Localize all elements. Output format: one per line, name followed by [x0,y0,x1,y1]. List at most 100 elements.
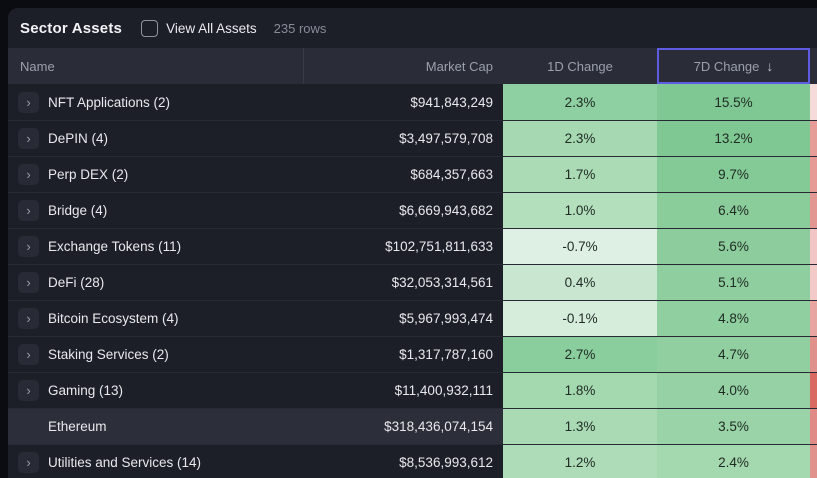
change-1d-cell: 2.3% [503,121,657,156]
table-row[interactable]: › NFT Applications (2) $941,843,249 2.3%… [8,84,817,120]
row-name-label: Utilities and Services (14) [48,455,202,470]
expand-chevron-icon[interactable]: › [18,164,39,185]
market-cap-cell: $684,357,663 [410,167,493,182]
change-1d-cell: 2.7% [503,337,657,372]
sort-descending-icon: ↓ [766,58,774,74]
view-all-checkbox[interactable] [141,19,159,37]
expand-chevron-icon[interactable]: › [18,452,39,473]
row-name-label: Bridge (4) [48,203,108,218]
row-name-label: Gaming (13) [48,383,124,398]
change-1d-cell: 1.8% [503,373,657,408]
expand-chevron-icon[interactable]: › [18,380,39,401]
table-row[interactable]: › Bridge (4) $6,669,943,682 1.0% 6.4% [8,192,817,228]
column-header-7d-change[interactable]: 7D Change ↓ [657,48,810,84]
expand-chevron-icon[interactable]: › [18,128,39,149]
table-row[interactable]: › DePIN (4) $3,497,579,708 2.3% 13.2% [8,120,817,156]
change-7d-cell: 2.4% [657,445,810,478]
column-header-next-clipped [810,48,817,84]
market-cap-cell: $5,967,993,474 [399,311,493,326]
change-1d-cell: 1.7% [503,157,657,192]
next-column-clipped-cell [810,229,817,264]
change-7d-cell: 5.6% [657,229,810,264]
market-cap-cell: $1,317,787,160 [399,347,493,362]
row-name-label: Bitcoin Ecosystem (4) [48,311,179,326]
row-name-cell: › DePIN (4) [8,121,303,156]
expand-chevron-icon[interactable]: › [18,272,39,293]
market-cap-cell: $6,669,943,682 [399,203,493,218]
change-1d-cell: 2.3% [503,84,657,120]
row-name-label: NFT Applications (2) [48,94,171,110]
row-name-label: Exchange Tokens (11) [48,239,182,254]
column-header-1d-change[interactable]: 1D Change [547,58,613,74]
table-body: › NFT Applications (2) $941,843,249 2.3%… [8,84,817,478]
panel-topbar: Sector Assets View All Assets 235 rows [8,8,817,48]
market-cap-cell: $11,400,932,111 [394,383,493,398]
row-name-cell: › DeFi (28) [8,265,303,300]
change-1d-cell: 1.2% [503,445,657,478]
change-1d-cell: -0.1% [503,301,657,336]
table-row[interactable]: › Staking Services (2) $1,317,787,160 2.… [8,336,817,372]
expand-chevron-icon[interactable]: › [18,344,39,365]
page-title: Sector Assets [20,19,123,37]
table-header-row: Name Market Cap 1D Change 7D Change ↓ [8,48,817,84]
row-name-cell: › Bitcoin Ecosystem (4) [8,301,303,336]
row-name-cell: › Gaming (13) [8,373,303,408]
column-header-market-cap[interactable]: Market Cap [303,48,503,84]
table-row[interactable]: › Gaming (13) $11,400,932,111 1.8% 4.0% [8,372,817,408]
next-column-clipped-cell [810,121,817,156]
row-name-cell: › Staking Services (2) [8,337,303,372]
market-cap-cell: $32,053,314,561 [391,275,493,290]
market-cap-cell: $941,843,249 [410,94,493,110]
row-count: 235 rows [273,20,327,36]
row-name-cell: › Bridge (4) [8,193,303,228]
next-column-clipped-cell [810,193,817,228]
table-row[interactable]: › Bitcoin Ecosystem (4) $5,967,993,474 -… [8,300,817,336]
market-cap-cell: $3,497,579,708 [399,131,493,146]
change-7d-cell: 4.7% [657,337,810,372]
next-column-clipped-cell [810,373,817,408]
next-column-clipped-cell [810,409,817,444]
column-header-7d-label: 7D Change [693,58,760,74]
change-7d-cell: 5.1% [657,265,810,300]
market-cap-cell: $8,536,993,612 [399,455,493,470]
expand-chevron-icon[interactable]: › [18,308,39,329]
row-name-cell: › Perp DEX (2) [8,157,303,192]
change-7d-cell: 6.4% [657,193,810,228]
next-column-clipped-cell [810,301,817,336]
table-row[interactable]: › Utilities and Services (14) $8,536,993… [8,444,817,478]
row-name-cell: › NFT Applications (2) [8,84,303,120]
next-column-clipped-cell [810,84,817,120]
row-name-cell: › Utilities and Services (14) [8,445,303,478]
expand-chevron-icon[interactable]: › [18,236,39,257]
row-name-label: DeFi (28) [48,275,105,290]
row-name-label: Staking Services (2) [48,347,169,362]
next-column-clipped-cell [810,265,817,300]
next-column-clipped-cell [810,445,817,478]
table-row[interactable]: › DeFi (28) $32,053,314,561 0.4% 5.1% [8,264,817,300]
change-7d-cell: 4.8% [657,301,810,336]
next-column-clipped-cell [810,157,817,192]
market-cap-cell: $102,751,811,633 [385,239,493,254]
change-1d-cell: 0.4% [503,265,657,300]
change-7d-cell: 4.0% [657,373,810,408]
change-7d-cell: 3.5% [657,409,810,444]
change-1d-cell: 1.3% [503,409,657,444]
next-column-clipped-cell [810,337,817,372]
change-7d-cell: 13.2% [657,121,810,156]
table-row[interactable]: › Perp DEX (2) $684,357,663 1.7% 9.7% [8,156,817,192]
table-row[interactable]: › Ethereum $318,436,074,154 1.3% 3.5% [8,408,817,444]
column-header-name[interactable]: Name [20,58,55,74]
sector-assets-panel: Sector Assets View All Assets 235 rows N… [8,8,817,478]
row-name-cell: › Exchange Tokens (11) [8,229,303,264]
change-7d-cell: 9.7% [657,157,810,192]
table-row[interactable]: › Exchange Tokens (11) $102,751,811,633 … [8,228,817,264]
row-name-label: DePIN (4) [48,131,109,146]
row-name-cell: › Ethereum [8,409,303,444]
view-all-label[interactable]: View All Assets [166,20,257,36]
row-name-label: Perp DEX (2) [48,167,129,182]
row-name-label: Ethereum [48,419,107,434]
market-cap-cell: $318,436,074,154 [384,419,493,434]
change-7d-cell: 15.5% [657,84,810,120]
expand-chevron-icon[interactable]: › [18,200,39,221]
expand-chevron-icon[interactable]: › [18,91,39,113]
